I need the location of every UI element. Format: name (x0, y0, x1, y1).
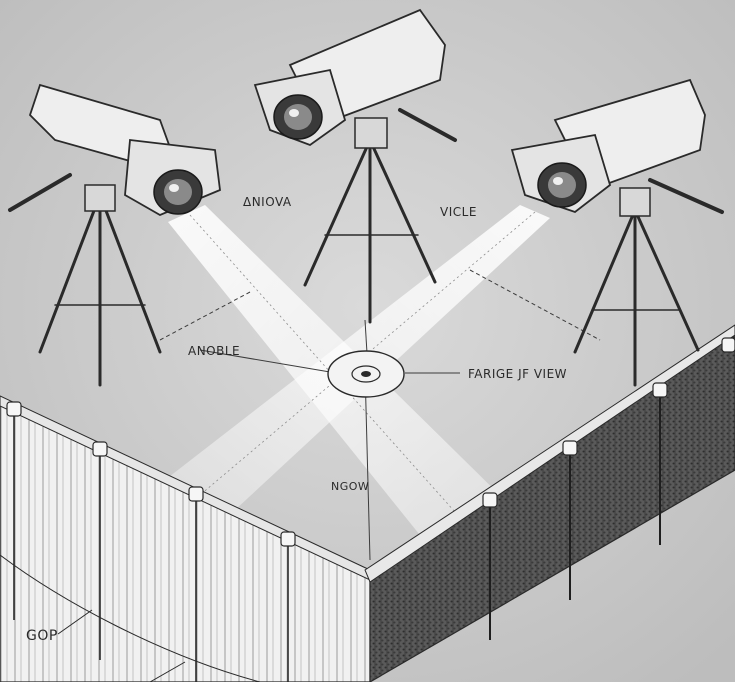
label-right: FARIGE JF VIEW (468, 367, 567, 381)
camera-right (510, 78, 724, 387)
tripod-top (303, 138, 437, 324)
fence-right (364, 324, 735, 682)
camera-left (8, 83, 221, 387)
label-top-left: ΔNIOVA (243, 195, 292, 209)
label-left: ANOBLE (188, 344, 240, 358)
security-camera-icon (510, 78, 706, 214)
tripod-left (38, 193, 162, 387)
tripod-right (573, 208, 700, 387)
security-camera-icon (28, 83, 221, 217)
label-top-right: VICLE (440, 205, 477, 219)
security-camera-icon (253, 8, 446, 147)
label-center: NGOW (331, 480, 369, 493)
label-bottom-left: GOP (26, 628, 58, 644)
camera-top (253, 8, 457, 324)
fence-left (0, 395, 371, 682)
view-lines (159, 269, 601, 561)
center-target (327, 350, 405, 398)
